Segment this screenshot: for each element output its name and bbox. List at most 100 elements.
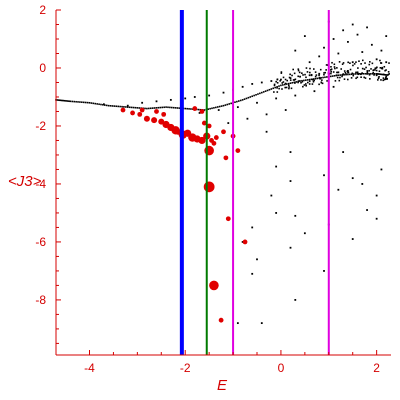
band-dot [372,69,375,71]
band-dot [176,107,179,109]
band-dot [350,77,353,79]
band-dot [360,72,363,75]
band-dot [159,106,162,109]
band-dot [169,106,171,109]
band-dot [228,103,231,105]
black-point [342,29,345,32]
band-dot [282,84,284,86]
black-point [241,85,244,88]
band-dot [357,67,359,69]
band-dot [305,76,307,79]
band-dot [275,80,277,83]
band-dot [73,100,75,103]
band-dot [297,69,300,72]
band-dot [300,81,302,84]
band-dot [386,78,389,80]
red-point [223,155,229,161]
black-point [251,83,254,85]
band-dot [68,100,70,102]
black-point [380,49,383,52]
band-dot [284,82,287,85]
black-point [275,165,278,168]
band-dot [314,75,317,78]
band-dot [292,68,294,71]
band-dot [291,81,294,84]
band-dot [149,107,152,110]
black-point [332,38,335,40]
band-dot [366,71,369,74]
red-point [201,120,207,126]
band-dot [301,80,304,83]
band-dot [385,77,387,79]
band-dot [325,69,327,71]
band-dot [351,72,354,75]
red-point [151,117,158,124]
black-point [337,188,340,191]
band-dot [58,99,60,101]
band-dot [380,73,383,76]
band-dot [276,78,279,81]
band-dot [372,72,375,74]
black-point [294,49,297,52]
band-dot [273,84,276,87]
black-point [289,180,292,182]
x-tick-label: 2 [373,361,380,375]
band-dot [301,72,303,74]
band-dot [264,90,267,92]
band-dot [308,78,311,81]
band-dot [290,87,293,90]
red-point [137,111,143,117]
band-dot [324,71,327,74]
black-point [318,72,321,75]
red-point [161,111,167,117]
band-dot [305,79,307,81]
band-dot [363,76,365,79]
band-dot [136,107,139,109]
black-point [270,80,273,82]
red-point [211,140,217,146]
band-dot [372,72,374,75]
band-dot [230,102,232,105]
black-point [323,270,325,272]
x-axis-title: E [217,377,228,394]
red-point [154,109,159,114]
band-dot [257,93,259,95]
band-dot [318,83,320,86]
band-dot [84,101,87,104]
band-dot [283,83,286,86]
black-point [351,61,354,64]
black-point [361,51,364,53]
band-dot [60,99,63,102]
band-dot [314,71,317,73]
band-dot [380,79,382,81]
band-dot [350,73,353,76]
band-dot [98,103,100,106]
band-dot [306,79,309,81]
band-dot [215,106,217,109]
band-dot [266,89,269,92]
band-dot [333,75,336,77]
band-dot [302,85,304,88]
band-dot [285,86,288,89]
band-dot [386,74,389,76]
band-dot [361,59,364,62]
band-dot [280,71,283,73]
black-point [289,77,292,80]
black-point [289,151,292,153]
band-dot [115,105,118,108]
band-dot [282,76,285,79]
black-point [265,113,268,116]
band-dot [59,99,62,102]
band-dot [63,99,66,102]
x-tick-label: 0 [278,361,285,375]
band-dot [207,108,209,110]
black-point [366,26,368,29]
band-dot [65,100,67,102]
black-point [256,101,258,104]
band-dot [130,106,133,109]
band-dot [295,81,298,83]
band-dot [336,71,338,74]
band-dot [102,104,104,106]
band-dot [293,72,296,75]
black-point [246,117,249,120]
